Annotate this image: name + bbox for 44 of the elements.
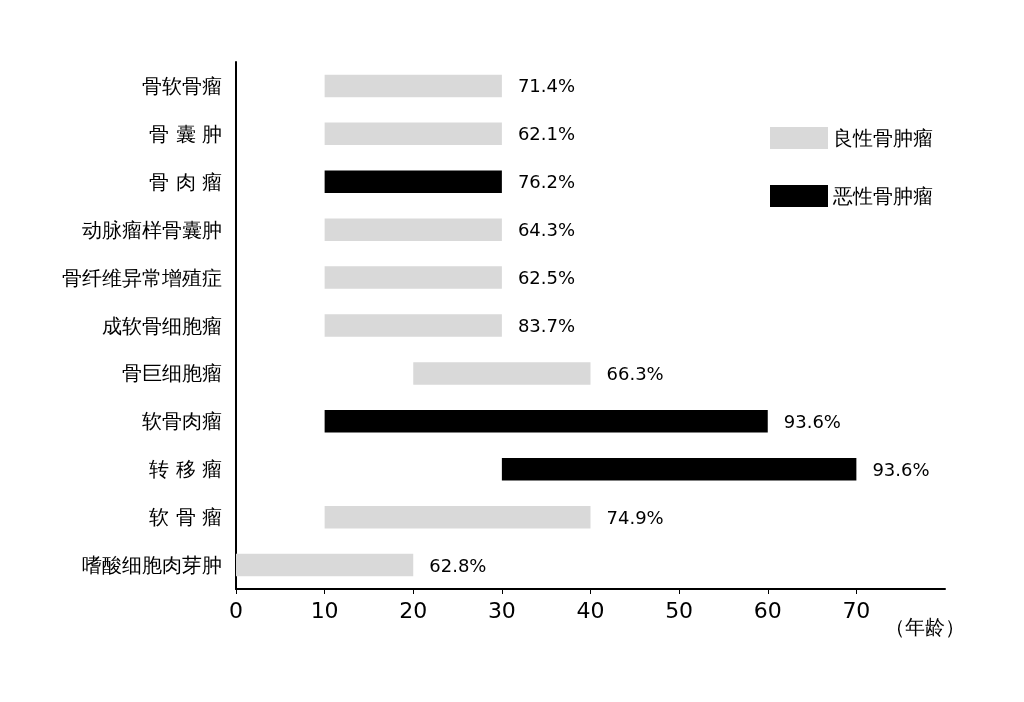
x-tick-label: 70 — [842, 597, 871, 623]
y-tick-label: 骨纤维异常增殖症 — [62, 265, 222, 290]
y-tick-label: 动脉瘤样骨囊肿 — [82, 217, 222, 242]
y-tick-label: 嗜酸细胞肉芽肿 — [82, 553, 222, 578]
annotation: 62.1% — [517, 123, 576, 145]
y-tick-label: 骨巨细胞瘤 — [122, 361, 222, 386]
bar — [324, 505, 591, 529]
bar — [501, 457, 857, 481]
bar — [324, 170, 502, 194]
annotation: 93.6% — [872, 458, 930, 480]
annotation: 71.4% — [517, 75, 576, 97]
x-tick-label: 30 — [487, 597, 516, 623]
annotation: 62.8% — [429, 554, 487, 576]
x-tick-label: 60 — [753, 597, 782, 623]
bar — [324, 410, 768, 433]
x-tick-label: 20 — [399, 597, 428, 623]
y-tick-label: 骨 囊 肿 — [149, 121, 222, 146]
bar — [324, 266, 502, 289]
annotation: 74.9% — [606, 506, 664, 528]
legend-label: 良性骨肿瘤 — [833, 126, 933, 150]
bar — [324, 122, 502, 146]
annotation: 93.6% — [783, 410, 841, 432]
y-tick-label: 骨软骨瘤 — [142, 73, 222, 98]
y-tick-label: 软骨肉瘤 — [142, 409, 222, 434]
bar — [413, 362, 591, 385]
annotation: 62.5% — [517, 267, 576, 289]
annotation: 66.3% — [606, 362, 664, 384]
bar — [324, 314, 502, 337]
legend-label: 恶性骨肿瘤 — [832, 184, 933, 208]
bar — [324, 74, 502, 98]
x-tick-label: 40 — [576, 597, 605, 623]
x-tick-label: 50 — [665, 597, 694, 623]
y-tick-label: 成软骨细胞瘤 — [102, 313, 222, 338]
annotation: 64.3% — [517, 219, 576, 241]
x-tick-label: 10 — [310, 597, 339, 623]
annotation: 76.2% — [517, 171, 576, 193]
x-tick-label: 0 — [229, 597, 243, 623]
y-tick-label: 软 骨 瘤 — [149, 505, 222, 530]
annotation: 83.7% — [517, 315, 576, 336]
x-axis-title: （年龄） — [885, 615, 965, 639]
y-tick-label: 骨 肉 瘤 — [149, 169, 222, 194]
y-tick-label: 转 移 瘤 — [149, 457, 222, 482]
bar — [236, 553, 414, 577]
bar — [324, 218, 502, 241]
